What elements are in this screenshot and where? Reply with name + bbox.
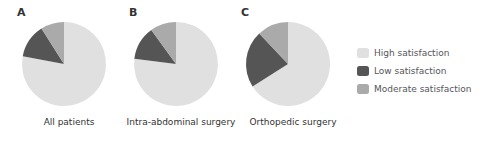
svg-text:Intra-abdominal surgery: Intra-abdominal surgery — [127, 117, 237, 127]
svg-text:A: A — [17, 6, 26, 19]
svg-text:Moderate satisfaction: Moderate satisfaction — [374, 84, 471, 94]
svg-text:C: C — [241, 6, 249, 19]
svg-text:Orthopedic surgery: Orthopedic surgery — [249, 117, 337, 127]
svg-text:Low satisfaction: Low satisfaction — [374, 66, 446, 76]
svg-text:B: B — [129, 6, 137, 19]
svg-text:All patients: All patients — [44, 117, 95, 127]
svg-text:High satisfaction: High satisfaction — [374, 48, 449, 58]
